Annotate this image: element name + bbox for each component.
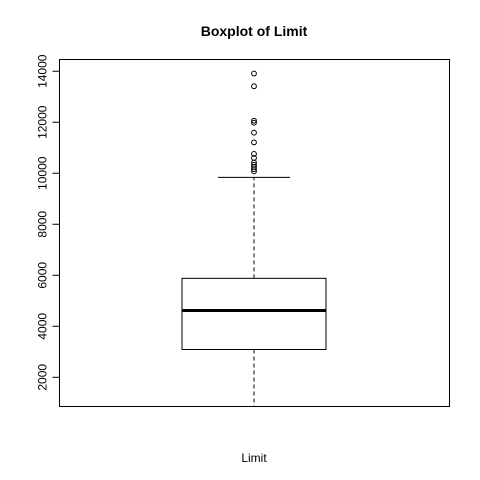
y-tick-label-6000: 6000	[36, 262, 50, 289]
y-axis: 2000 4000 6000 8000 10000 12000 14000	[36, 54, 60, 391]
outlier-point-9	[251, 119, 257, 126]
y-tick-label-12000: 12000	[36, 105, 50, 139]
outlier-point-6	[251, 150, 257, 157]
y-tick-label-2000: 2000	[36, 364, 50, 391]
outlier-point-5	[251, 155, 257, 161]
y-tick-label-4000: 4000	[36, 313, 50, 340]
box-group	[181, 176, 327, 407]
y-tick-label-8000: 8000	[36, 211, 50, 238]
outlier-point-3	[251, 161, 257, 168]
y-tick-label-10000: 10000	[36, 156, 50, 190]
outlier-point-10	[251, 117, 257, 124]
outlier-point-8	[251, 129, 257, 136]
y-tick-label-14000: 14000	[36, 54, 50, 88]
outlier-point-11	[251, 83, 257, 90]
x-axis-label: Limit	[241, 451, 267, 465]
chart-title: Boxplot of Limit	[201, 23, 308, 39]
iqr-box	[181, 277, 327, 350]
outlier-point-12	[251, 70, 257, 77]
outlier-point-7	[251, 139, 257, 146]
outliers-group	[251, 70, 257, 175]
